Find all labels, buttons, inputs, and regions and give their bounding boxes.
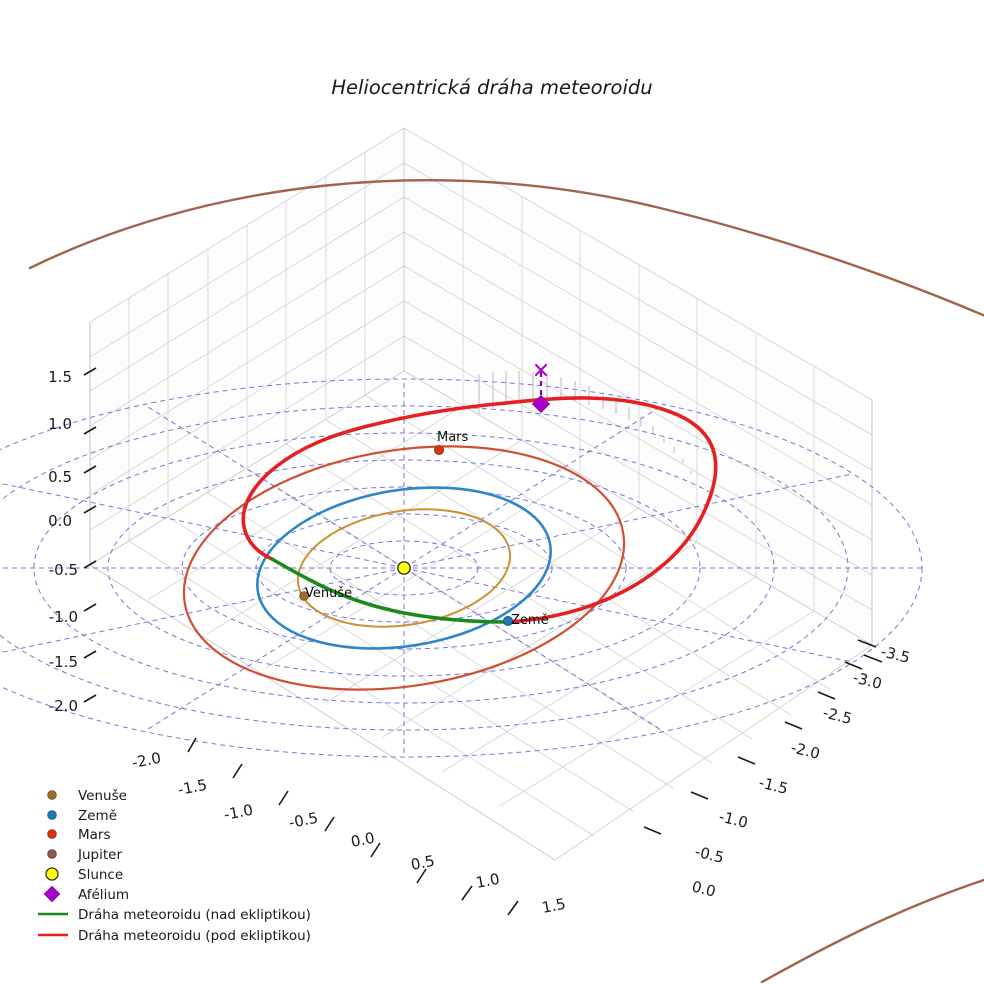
earth-marker bbox=[502, 616, 513, 627]
page-title: Heliocentrická dráha meteoroidu bbox=[331, 76, 652, 99]
y-tick-label: -2.5 bbox=[821, 703, 854, 728]
orbit-jupiter bbox=[28, 179, 984, 984]
y-tick-label: -2.0 bbox=[789, 738, 822, 763]
legend-marker-mars bbox=[47, 829, 57, 839]
z-tick-label: 0.0 bbox=[48, 512, 72, 530]
box-vertical-edges bbox=[89, 322, 873, 645]
axes-panes bbox=[89, 127, 873, 861]
legend-label-mars: Mars bbox=[78, 827, 111, 843]
y-tick-label: -3.5 bbox=[879, 642, 912, 667]
mars-label: Mars bbox=[437, 430, 469, 445]
legend-label-zeme: Země bbox=[78, 808, 117, 824]
x-tick-label: 0.0 bbox=[349, 829, 376, 851]
legend-marker-afelium bbox=[43, 885, 61, 903]
y-tick-label: 0.0 bbox=[690, 877, 718, 900]
sun-marker bbox=[397, 561, 411, 575]
orbit-droplines bbox=[478, 371, 692, 474]
orbit-venus bbox=[296, 508, 512, 628]
legend-label-below-ecliptic: Dráha meteoroidu (pod ekliptikou) bbox=[78, 928, 311, 944]
aphelion-x-icon bbox=[535, 364, 547, 376]
y-tick-label: -1.5 bbox=[757, 773, 790, 798]
y-tick-label: -3.0 bbox=[851, 668, 884, 693]
pane-floor bbox=[89, 370, 873, 861]
z-tick-label: 1.0 bbox=[48, 415, 72, 433]
body-markers bbox=[299, 444, 513, 627]
meteoroid-orbit-above-ecliptic bbox=[270, 557, 508, 624]
x-tick-label: 1.5 bbox=[540, 895, 567, 917]
body-annotations: Mars Venuše Země bbox=[305, 430, 549, 628]
aphelion-group bbox=[531, 364, 551, 414]
legend-label-above-ecliptic: Dráha meteoroidu (nad ekliptikou) bbox=[78, 907, 311, 923]
orbit-earth bbox=[256, 486, 552, 650]
x-tick-label: -1.0 bbox=[222, 801, 254, 824]
x-axis-tick-labels: -2.0 -1.5 -1.0 -0.5 0.0 0.5 1.0 1.5 bbox=[130, 749, 567, 917]
x-tick-label: -0.5 bbox=[287, 809, 319, 832]
legend-label-afelium: Afélium bbox=[78, 887, 129, 903]
x-tick-label: -2.0 bbox=[130, 749, 162, 772]
z-tick-label: 0.5 bbox=[48, 468, 72, 486]
legend-label-slunce: Slunce bbox=[78, 867, 123, 883]
z-axis-tick-labels: 1.5 1.0 0.5 0.0 -0.5 -1.0 -1.5 -2.0 bbox=[48, 368, 78, 715]
x-tick-label: 1.0 bbox=[474, 870, 501, 892]
legend-marker-venuse bbox=[47, 790, 57, 800]
zeme-label: Země bbox=[511, 613, 549, 628]
axis-ticks bbox=[83, 367, 883, 916]
x-tick-label: 0.5 bbox=[409, 852, 436, 874]
aphelion-diamond-marker bbox=[531, 394, 551, 414]
plot-legend: Venuše Země Mars Jupiter Slunce Afélium … bbox=[38, 788, 311, 944]
venuse-label: Venuše bbox=[305, 586, 352, 601]
z-tick-label: -1.5 bbox=[49, 653, 78, 671]
legend-marker-zeme bbox=[47, 810, 57, 820]
legend-marker-slunce bbox=[45, 867, 59, 881]
mars-marker bbox=[433, 444, 444, 455]
legend-label-jupiter: Jupiter bbox=[77, 847, 122, 863]
venus-marker bbox=[299, 591, 309, 601]
y-tick-label: -1.0 bbox=[717, 807, 750, 832]
pane-back-left bbox=[89, 127, 405, 566]
orbit-mars bbox=[182, 445, 626, 691]
z-tick-label: -2.0 bbox=[49, 697, 78, 715]
meteoroid-orbit-below-ecliptic bbox=[241, 396, 718, 624]
z-tick-label: -0.5 bbox=[49, 561, 78, 579]
x-tick-label: -1.5 bbox=[176, 776, 208, 799]
legend-marker-jupiter bbox=[47, 849, 57, 859]
polar-grid bbox=[0, 378, 923, 758]
z-tick-label: 1.5 bbox=[48, 368, 72, 386]
z-tick-label: -1.0 bbox=[49, 608, 78, 626]
y-tick-label: -0.5 bbox=[693, 842, 726, 867]
legend-label-venuse: Venuše bbox=[78, 788, 127, 804]
